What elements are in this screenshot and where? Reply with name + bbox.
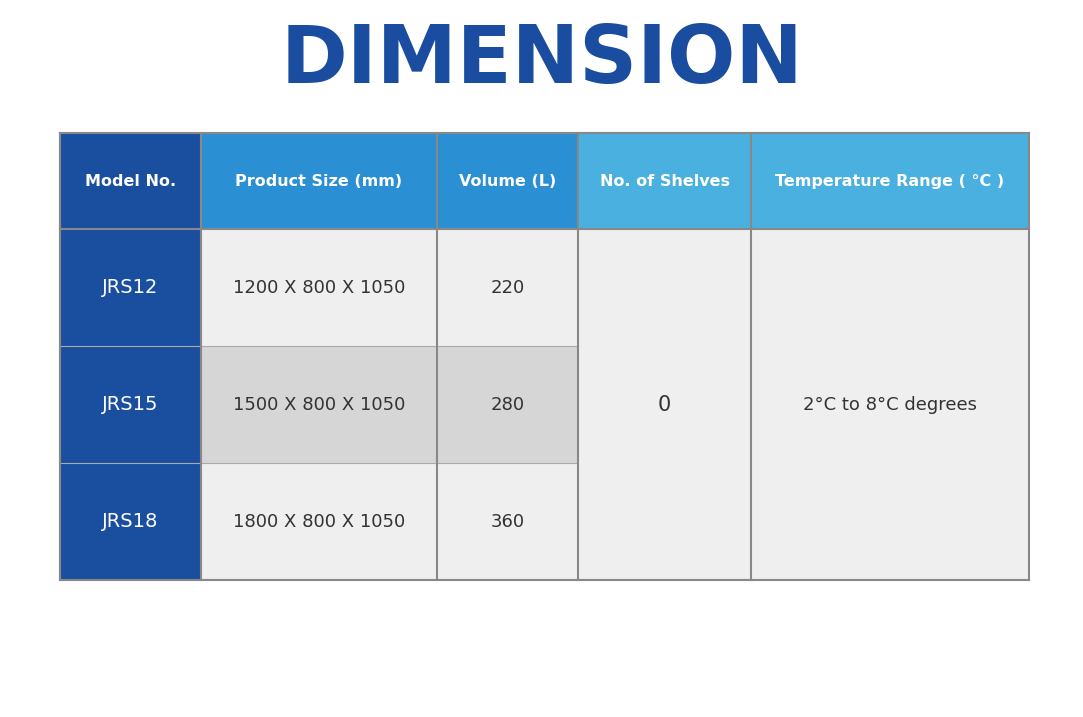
Text: 2°C to 8°C degrees: 2°C to 8°C degrees bbox=[803, 396, 977, 414]
Bar bbox=[752, 229, 1029, 580]
Bar bbox=[60, 229, 201, 346]
Text: 1500 X 800 X 1050: 1500 X 800 X 1050 bbox=[233, 396, 405, 414]
Bar bbox=[201, 463, 436, 580]
Bar bbox=[578, 229, 752, 580]
Text: Volume (L): Volume (L) bbox=[459, 174, 557, 189]
Bar bbox=[436, 229, 578, 346]
Bar bbox=[578, 133, 752, 229]
Bar bbox=[436, 463, 578, 580]
Text: 220: 220 bbox=[491, 279, 524, 297]
Text: Model No.: Model No. bbox=[84, 174, 175, 189]
Text: JRS15: JRS15 bbox=[102, 395, 158, 414]
Text: 1800 X 800 X 1050: 1800 X 800 X 1050 bbox=[233, 513, 405, 531]
Text: 0: 0 bbox=[658, 395, 671, 414]
Text: DIMENSION: DIMENSION bbox=[280, 22, 803, 100]
Text: 360: 360 bbox=[491, 513, 524, 531]
Text: JRS12: JRS12 bbox=[102, 278, 158, 298]
Text: Product Size (mm): Product Size (mm) bbox=[235, 174, 403, 189]
Text: Temperature Range ( °C ): Temperature Range ( °C ) bbox=[775, 174, 1005, 189]
Bar bbox=[60, 133, 201, 229]
Bar bbox=[436, 346, 578, 463]
Bar bbox=[60, 346, 201, 463]
Text: JRS18: JRS18 bbox=[102, 512, 158, 531]
Text: 1200 X 800 X 1050: 1200 X 800 X 1050 bbox=[233, 279, 405, 297]
Bar bbox=[201, 133, 436, 229]
Bar bbox=[60, 463, 201, 580]
Bar bbox=[201, 229, 436, 346]
Text: No. of Shelves: No. of Shelves bbox=[600, 174, 730, 189]
Text: 280: 280 bbox=[491, 396, 524, 414]
Bar bbox=[201, 346, 436, 463]
Bar bbox=[752, 133, 1029, 229]
Bar bbox=[436, 133, 578, 229]
